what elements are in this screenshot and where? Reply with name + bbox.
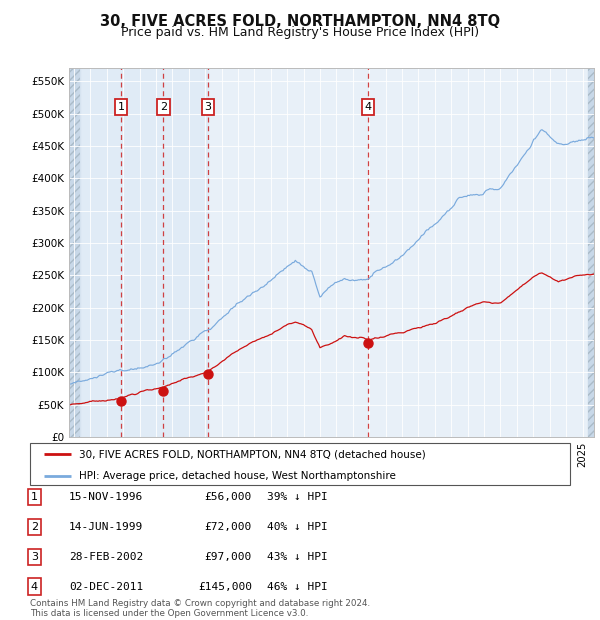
Text: £97,000: £97,000 bbox=[205, 552, 252, 562]
Bar bbox=[69, 68, 80, 437]
Bar bbox=[80, 68, 208, 437]
Text: 40% ↓ HPI: 40% ↓ HPI bbox=[267, 522, 328, 532]
Text: 28-FEB-2002: 28-FEB-2002 bbox=[69, 552, 143, 562]
Text: 1: 1 bbox=[118, 102, 125, 112]
Text: 43% ↓ HPI: 43% ↓ HPI bbox=[267, 552, 328, 562]
Text: 1: 1 bbox=[31, 492, 38, 502]
Text: 4: 4 bbox=[31, 582, 38, 591]
Bar bbox=[588, 68, 594, 437]
Bar bbox=[588, 68, 594, 437]
Text: 30, FIVE ACRES FOLD, NORTHAMPTON, NN4 8TQ (detached house): 30, FIVE ACRES FOLD, NORTHAMPTON, NN4 8T… bbox=[79, 449, 425, 459]
Text: 46% ↓ HPI: 46% ↓ HPI bbox=[267, 582, 328, 591]
Text: Price paid vs. HM Land Registry's House Price Index (HPI): Price paid vs. HM Land Registry's House … bbox=[121, 26, 479, 39]
Text: 02-DEC-2011: 02-DEC-2011 bbox=[69, 582, 143, 591]
Text: 14-JUN-1999: 14-JUN-1999 bbox=[69, 522, 143, 532]
Bar bbox=[69, 68, 80, 437]
Text: £72,000: £72,000 bbox=[205, 522, 252, 532]
Text: Contains HM Land Registry data © Crown copyright and database right 2024.
This d: Contains HM Land Registry data © Crown c… bbox=[30, 599, 370, 618]
Text: £56,000: £56,000 bbox=[205, 492, 252, 502]
FancyBboxPatch shape bbox=[30, 443, 570, 485]
Text: 3: 3 bbox=[31, 552, 38, 562]
Text: 39% ↓ HPI: 39% ↓ HPI bbox=[267, 492, 328, 502]
Text: £145,000: £145,000 bbox=[198, 582, 252, 591]
Text: 2: 2 bbox=[160, 102, 167, 112]
Text: 15-NOV-1996: 15-NOV-1996 bbox=[69, 492, 143, 502]
Text: 2: 2 bbox=[31, 522, 38, 532]
Text: 4: 4 bbox=[364, 102, 371, 112]
Text: 3: 3 bbox=[205, 102, 211, 112]
Text: HPI: Average price, detached house, West Northamptonshire: HPI: Average price, detached house, West… bbox=[79, 471, 395, 480]
Text: 30, FIVE ACRES FOLD, NORTHAMPTON, NN4 8TQ: 30, FIVE ACRES FOLD, NORTHAMPTON, NN4 8T… bbox=[100, 14, 500, 29]
